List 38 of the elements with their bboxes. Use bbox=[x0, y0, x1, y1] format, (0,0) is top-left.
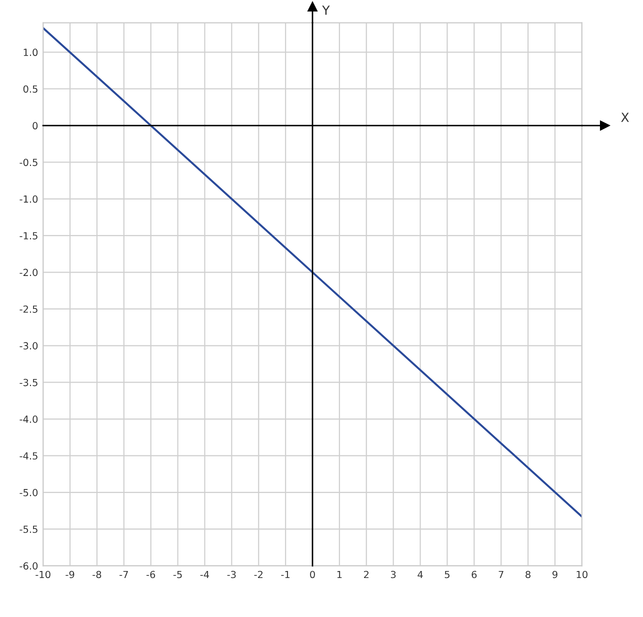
x-tick-label: 7 bbox=[498, 570, 504, 578]
y-tick-label: -0.5 bbox=[20, 158, 38, 166]
x-tick-label: -9 bbox=[66, 570, 74, 578]
x-tick-label: 9 bbox=[552, 570, 558, 578]
x-tick-label: 10 bbox=[576, 570, 588, 578]
x-tick-label: -10 bbox=[36, 570, 50, 578]
y-axis-title: Y bbox=[322, 6, 330, 15]
x-tick-label: 6 bbox=[472, 570, 477, 578]
x-tick-label: -3 bbox=[227, 570, 236, 578]
y-tick-label: -2.0 bbox=[20, 268, 38, 276]
y-tick-label: 1.0 bbox=[24, 48, 38, 56]
y-tick-label: -4.0 bbox=[20, 416, 38, 423]
x-tick-label: -6 bbox=[146, 570, 156, 578]
x-tick-label: -2 bbox=[254, 570, 262, 578]
x-tick-label: -5 bbox=[173, 570, 182, 578]
x-tick-label: 0 bbox=[310, 570, 315, 578]
y-tick-label: 0.5 bbox=[23, 85, 38, 93]
x-tick-label: -8 bbox=[92, 570, 102, 578]
x-tick-label: 4 bbox=[418, 570, 423, 578]
y-tick-label: -1.0 bbox=[20, 195, 38, 203]
y-tick-label: -2.5 bbox=[20, 305, 38, 313]
x-tick-label: 2 bbox=[364, 570, 368, 578]
x-tick-label: 1 bbox=[337, 570, 342, 578]
x-tick-label: 3 bbox=[390, 570, 396, 578]
y-tick-label: -1.5 bbox=[20, 232, 38, 240]
x-axis-title: X bbox=[621, 112, 629, 122]
y-tick-label: -6.0 bbox=[20, 562, 38, 570]
y-tick-label: -3.0 bbox=[20, 342, 38, 350]
y-tick-label: -5.5 bbox=[20, 526, 38, 533]
x-tick-label: -4 bbox=[200, 570, 210, 578]
x-tick-label: -1 bbox=[281, 570, 290, 578]
x-tick-label: -7 bbox=[120, 570, 128, 578]
x-tick-label: 5 bbox=[444, 570, 450, 578]
y-tick-label: -4.5 bbox=[20, 452, 38, 460]
y-tick-label: 0 bbox=[32, 122, 38, 130]
x-tick-label: 8 bbox=[526, 570, 530, 578]
y-tick-label: -5.0 bbox=[20, 488, 38, 496]
y-tick-label: -3.5 bbox=[20, 378, 38, 386]
